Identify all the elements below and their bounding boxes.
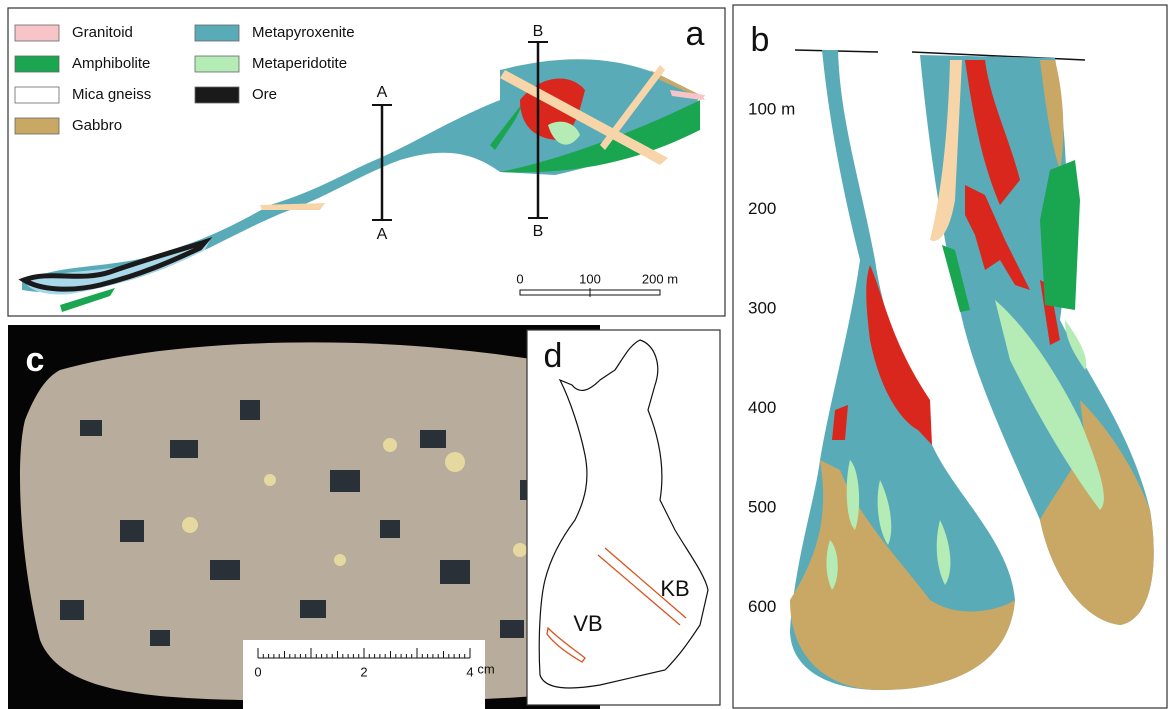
depth-labels: 100 m 200 300 400 500 600	[748, 99, 795, 616]
section-label: A	[377, 226, 388, 243]
panel-d: VB KB d	[526, 329, 721, 706]
dark-grains	[60, 400, 548, 646]
legend-label: Ore	[252, 86, 277, 103]
belt-label: KB	[660, 576, 689, 601]
section-label: B	[533, 23, 544, 40]
depth-label: 300	[748, 298, 776, 317]
ore-band	[18, 237, 213, 292]
legend-label: Granitoid	[72, 24, 133, 41]
dike	[930, 60, 962, 241]
depth-label: 100 m	[748, 99, 795, 118]
scale-label: 100	[579, 271, 601, 286]
legend-label: Mica gneiss	[72, 86, 151, 103]
section-label: B	[533, 223, 544, 240]
panel-b: b 100 m 200 300 400 500 600	[732, 4, 1168, 709]
finland-outline	[538, 339, 709, 689]
rock-sample	[20, 342, 600, 702]
granitoid-body	[670, 90, 705, 100]
metaperidotite-body	[548, 121, 580, 145]
panel-label: a	[686, 15, 705, 53]
dike	[260, 203, 325, 210]
metaperidotite-body	[826, 460, 951, 590]
amphibolite-body	[1040, 160, 1080, 310]
legend-swatch	[194, 86, 240, 104]
scale-unit: cm	[477, 661, 494, 676]
panel-label: d	[544, 337, 563, 375]
depth-label: 400	[748, 398, 776, 417]
amphibolite-body	[490, 100, 525, 150]
panel-label: c	[26, 341, 45, 379]
panel-label: b	[751, 21, 770, 59]
legend-swatch	[14, 86, 60, 104]
gabbro-body	[1040, 400, 1154, 625]
scale-label: 200 m	[642, 271, 678, 286]
legend-label: Metaperidotite	[252, 55, 347, 72]
legend-label: Gabbro	[72, 117, 122, 134]
dike	[600, 65, 665, 150]
panel-frame	[526, 329, 721, 706]
panel-a: A A B B 0 100 200 m a Granitoid Amphiboli…	[7, 7, 726, 317]
legend-swatch	[14, 24, 60, 42]
legend: Granitoid Amphibolite Mica gneiss Gabbro Met…	[14, 24, 355, 135]
dike	[500, 70, 668, 165]
vb-belt	[546, 626, 586, 663]
red-body	[965, 185, 1030, 290]
red-body	[965, 60, 1020, 205]
light-body	[25, 240, 210, 295]
metaperidotite-body	[995, 300, 1104, 510]
red-body	[866, 265, 932, 445]
depth-label: 200	[748, 199, 776, 218]
belt-label: VB	[573, 611, 602, 636]
scale-label: 4	[466, 664, 473, 679]
gabbro-body	[790, 460, 1015, 690]
sulfide-grains	[182, 438, 527, 566]
amphibolite-body	[500, 100, 700, 173]
scale-label: 0	[254, 664, 261, 679]
scale-label: 0	[516, 271, 523, 286]
panel-c: 0 2 4 cm c	[8, 325, 600, 709]
gabbro-body	[650, 70, 705, 100]
legend-label: Metapyroxenite	[252, 24, 355, 41]
legend-swatch	[14, 55, 60, 73]
gabbro-body	[1040, 60, 1064, 170]
legend-label: Amphibolite	[72, 55, 150, 72]
kb-belt	[597, 547, 687, 626]
ruler-ticks	[257, 648, 471, 658]
scale-label: 2	[360, 664, 367, 679]
legend-swatch	[14, 117, 60, 135]
red-body	[832, 405, 848, 440]
amphibolite-body	[942, 245, 970, 312]
legend-swatch	[194, 55, 240, 73]
section-label: A	[377, 84, 388, 101]
depth-label: 500	[748, 497, 776, 516]
amphibolite-body	[60, 288, 115, 312]
depth-label: 600	[748, 597, 776, 616]
legend-swatch	[194, 24, 240, 42]
